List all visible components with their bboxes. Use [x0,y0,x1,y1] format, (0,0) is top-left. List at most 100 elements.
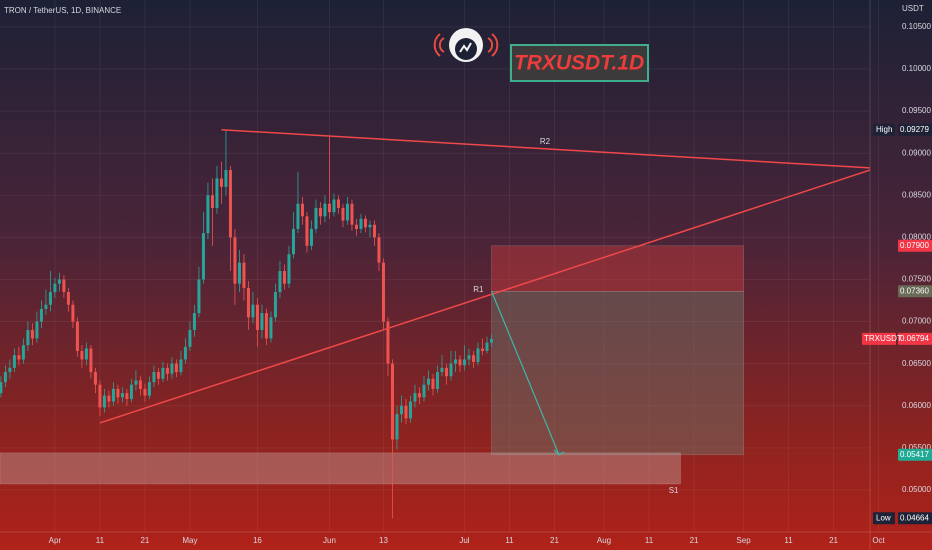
candle-body [210,195,214,208]
candle-body [129,384,133,399]
candle-body [53,283,57,293]
candle-body [458,359,462,366]
candle-body [71,304,75,322]
candle-body [471,355,475,362]
candle-body [152,372,156,383]
candle-body [179,359,183,373]
y-tick-label: 0.07500 [902,275,931,284]
candle-body [314,207,318,229]
candle-body [476,348,480,362]
candle-body [39,308,43,322]
price-badge-value: 0.07360 [900,286,929,295]
candle-body [386,321,390,364]
candle-body [147,382,151,396]
candle-body [440,367,444,373]
price-badge-value: 0.04664 [900,513,929,522]
candle-body [21,345,25,360]
candle-body [422,384,426,398]
x-tick-label: 11 [784,536,793,545]
candle-body [174,363,178,373]
x-tick-label: Apr [49,536,62,545]
candle-body [359,218,363,229]
candle-body [287,254,291,284]
candle-body [408,401,412,419]
candle-body [246,287,250,318]
price-badge [898,512,932,525]
price-badge-title-box [873,123,895,136]
candle-body [228,170,232,238]
candle-body [192,313,196,330]
x-tick-label: 11 [505,536,514,545]
candle-body [62,279,66,293]
x-tick-label: 16 [253,536,262,545]
price-badge [898,285,932,298]
candle-body [435,372,439,389]
candle-body [201,233,205,280]
arrow-head [553,449,565,456]
price-badge-title-box [862,332,896,345]
candle-body [296,203,300,229]
candle-body [273,292,277,318]
x-tick-label: Jun [323,536,336,545]
x-tick-label: 21 [140,536,149,545]
candle-body [278,271,282,293]
price-badge [898,448,932,461]
candle-body [197,279,201,314]
candle-body [156,372,160,379]
candle-body [84,348,88,360]
candle-body [98,384,102,408]
candle-body [183,346,187,360]
candle-body [426,378,430,385]
candle-body [399,405,403,415]
trendline-label: R2 [540,137,551,146]
candle-body [413,393,417,402]
x-tick-label: 11 [96,536,105,545]
candle-body [111,388,115,402]
candle-body [120,393,124,398]
candle-body [161,367,165,379]
candle-body [35,321,39,339]
trendline [221,128,871,169]
candle-body [233,237,237,284]
candle-body [318,207,322,217]
y-tick-label: 0.06000 [902,401,931,410]
price-badge [898,332,932,345]
x-tick-label: 11 [645,536,654,545]
candle-body [242,262,246,288]
candle-body [350,203,354,225]
candle-body [260,313,264,330]
y-tick-label: 0.05000 [902,485,931,494]
chart-title: TRON / TetherUS, 1D, BINANCE [4,6,121,15]
candle-body [381,262,385,322]
candle-body [453,359,457,364]
candle-body [75,321,79,352]
price-badge-value: 0.06794 [900,334,929,343]
y-axis-label: USDT [902,4,924,13]
candle-body [89,348,93,373]
candle-body [237,262,241,284]
candle-body [26,329,30,346]
price-badge-value: 0.07900 [900,241,929,250]
candle-body [93,372,97,385]
candle-body [206,195,210,234]
candle-body [125,393,129,399]
y-tick-label: 0.08000 [902,232,931,241]
watermark-box [510,44,649,82]
price-badge-title: High [876,125,892,134]
candle-body [404,405,408,419]
candle-body [80,351,84,360]
candle-body [305,216,309,246]
x-tick-label: May [182,536,197,545]
candle-body [12,355,16,368]
candle-body [102,395,106,408]
y-tick-label: 0.07000 [902,317,931,326]
price-badge-title: TRXUSDT [864,334,902,343]
candle-body [143,388,147,396]
candle-body [255,304,259,330]
candle-body [48,292,52,305]
candle-body [390,363,394,440]
candle-body [215,178,219,208]
x-tick-label: 21 [690,536,699,545]
